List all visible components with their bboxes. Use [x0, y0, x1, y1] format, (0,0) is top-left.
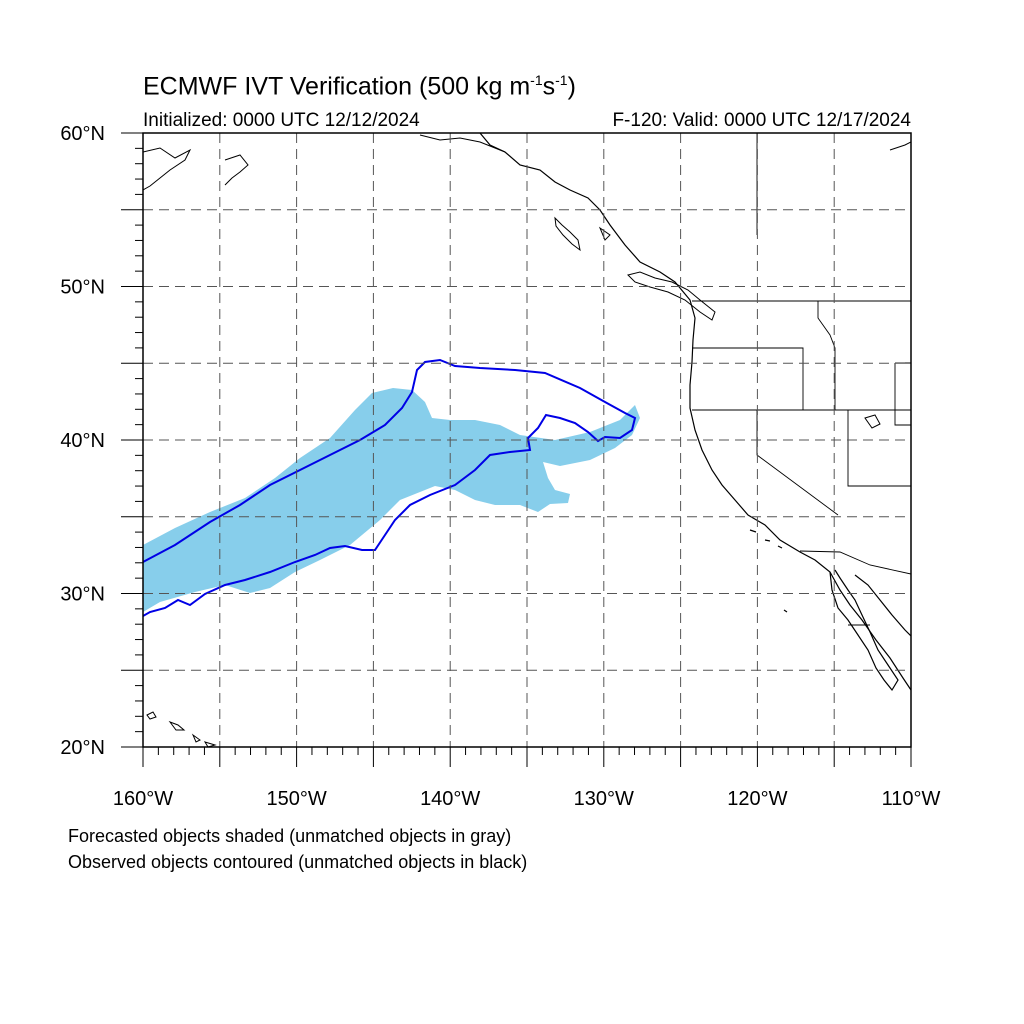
coastline-bc-islands [554, 216, 716, 321]
coastline-hawaii [146, 711, 217, 747]
coastline-baja [829, 569, 899, 692]
observed-ivt-contour [143, 358, 637, 617]
longitude-label: 130°W [574, 788, 634, 810]
coastline-alaska [143, 134, 911, 191]
plot-title: ECMWF IVT Verification (500 kg m-1s-1) [143, 72, 576, 101]
great-salt-lake [864, 414, 881, 429]
valid-time: F-120: Valid: 0000 UTC 12/17/2024 [612, 110, 911, 131]
longitude-label: 110°W [882, 788, 941, 810]
latitude-label: 40°N [60, 430, 105, 452]
longitude-label: 120°W [727, 788, 787, 810]
forecast-ivt-object [143, 388, 640, 612]
coastline-gulf-california [854, 574, 911, 637]
latitude-label: 50°N [60, 277, 105, 299]
longitude-label: 150°W [266, 788, 326, 810]
caption-forecast: Forecasted objects shaded (unmatched obj… [68, 826, 512, 846]
latitude-label: 20°N [60, 737, 105, 759]
longitude-label: 160°W [113, 788, 173, 810]
political-boundaries [692, 133, 911, 626]
latitude-label: 30°N [60, 584, 105, 606]
longitude-label: 140°W [420, 788, 480, 810]
coastline-channel-islands [749, 529, 788, 613]
latitude-label: 60°N [60, 123, 105, 145]
coastline-north-america [479, 133, 911, 691]
initialized-time: Initialized: 0000 UTC 12/12/2024 [143, 110, 420, 131]
caption-observed: Observed objects contoured (unmatched ob… [68, 852, 528, 872]
